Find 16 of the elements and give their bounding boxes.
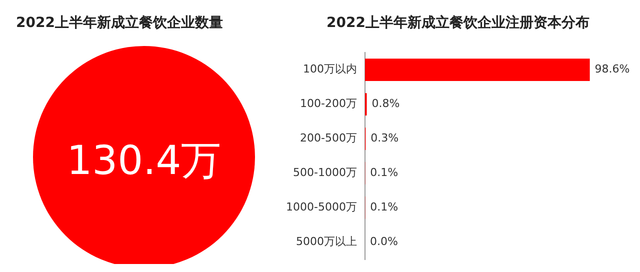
chart-title: 2022上半年新成立餐饮企业注册资本分布: [326, 14, 590, 32]
data-label: 0.1%: [370, 166, 398, 180]
y-tick-label: 500-1000万: [292, 166, 357, 180]
y-tick-label: 5000万以上: [296, 235, 357, 248]
data-label: 0.1%: [370, 200, 398, 214]
y-tick-label: 100-200万: [300, 97, 357, 110]
y-tick-label: 1000-5000万: [286, 200, 357, 214]
data-label: 0.3%: [370, 132, 399, 145]
text: 130.4万: [66, 137, 222, 186]
text: 2022上半年新成立餐饮企业数量: [16, 14, 224, 32]
data-label: 0.0%: [370, 235, 398, 248]
bar: [364, 58, 590, 82]
y-tick-label: 200-500万: [300, 132, 357, 145]
data-label: 98.6%: [594, 62, 630, 76]
y-tick-label: 100万以内: [302, 62, 357, 76]
data-label: 0.8%: [372, 97, 400, 110]
